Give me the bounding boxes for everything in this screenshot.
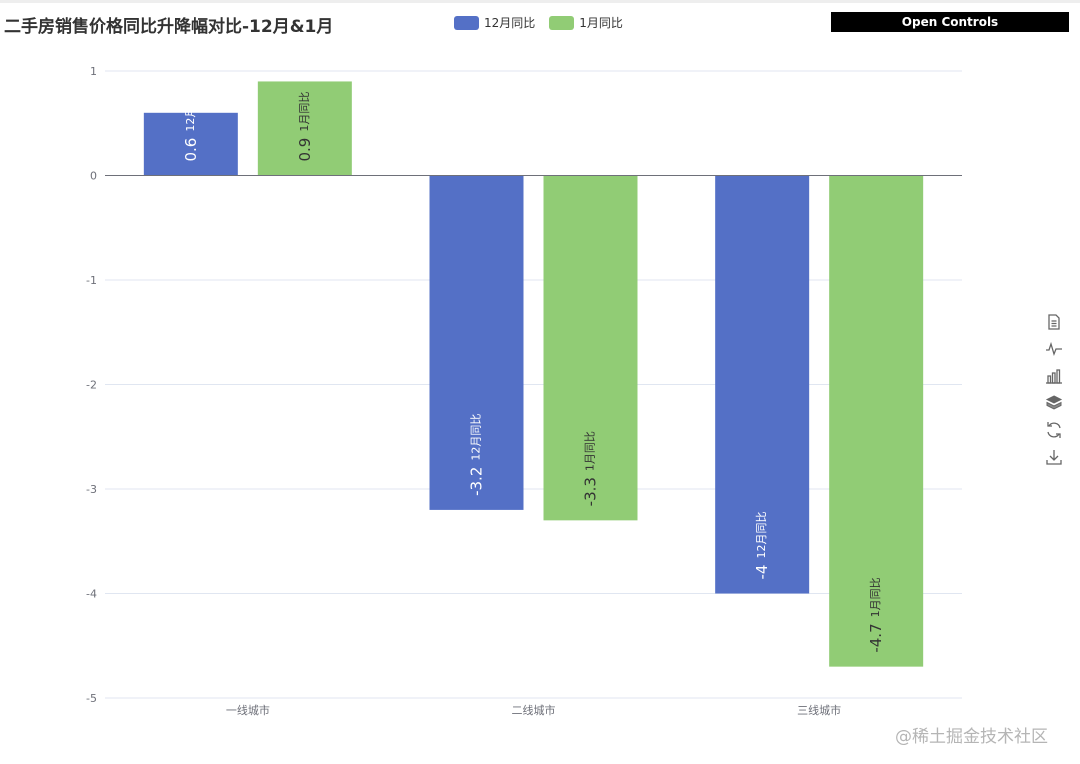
legend-label: 12月同比 — [484, 16, 536, 30]
bar — [715, 175, 810, 594]
bar — [143, 112, 238, 176]
restore-icon[interactable] — [1044, 420, 1064, 440]
data-label: 0.612月同比 — [181, 85, 199, 162]
x-tick-label: 二线城市 — [512, 703, 556, 717]
data-label: -4.71月同比 — [867, 577, 885, 652]
legend-label: 1月同比 — [579, 16, 623, 30]
watermark: @稀土掘金技术社区 — [895, 727, 1048, 747]
y-tick-label: -4 — [86, 588, 97, 601]
y-tick-label: -1 — [86, 274, 97, 287]
bar-chart-icon[interactable] — [1044, 366, 1064, 386]
data-label: -3.212月同比 — [467, 414, 485, 496]
data-view-icon[interactable] — [1044, 312, 1064, 332]
data-label: -3.31月同比 — [581, 431, 599, 506]
legend-item-12月同比[interactable]: 12月同比 — [454, 14, 535, 31]
bars — [143, 81, 924, 667]
axes: 1 0 -1 -2 -3 -4 -5 一线城市 二线城市 三线城市 — [86, 65, 962, 717]
x-tick-label: 三线城市 — [797, 703, 841, 717]
chart-title: 二手房销售价格同比升降幅对比-12月&1月 — [4, 17, 334, 37]
stack-icon[interactable] — [1044, 393, 1064, 413]
data-labels: 0.612月同比 0.91月同比 -3.212月同比 -3.31月同比 -412月同比 -… — [181, 85, 884, 653]
y-tick-label: -2 — [86, 379, 97, 392]
y-tick-label: -3 — [86, 483, 97, 496]
legend-item-1月同比[interactable]: 1月同比 — [549, 14, 623, 31]
bar — [829, 175, 924, 667]
data-label: -412月同比 — [753, 512, 771, 580]
grid-lines — [105, 70, 962, 699]
open-controls-button[interactable]: Open Controls — [831, 12, 1069, 32]
toolbox — [1044, 312, 1064, 467]
data-label: 0.91月同比 — [295, 92, 313, 162]
bar — [543, 175, 638, 521]
save-image-icon[interactable] — [1044, 447, 1064, 467]
line-chart-icon[interactable] — [1044, 339, 1064, 359]
y-tick-label: -5 — [86, 692, 97, 705]
bar — [257, 81, 352, 176]
legend-swatch — [454, 15, 479, 30]
bar — [429, 175, 524, 510]
y-tick-label: 0 — [90, 170, 97, 183]
y-tick-label: 1 — [90, 65, 97, 78]
legend-swatch — [549, 15, 575, 30]
legend: 12月同比 1月同比 — [454, 14, 623, 31]
x-tick-label: 一线城市 — [226, 703, 270, 717]
